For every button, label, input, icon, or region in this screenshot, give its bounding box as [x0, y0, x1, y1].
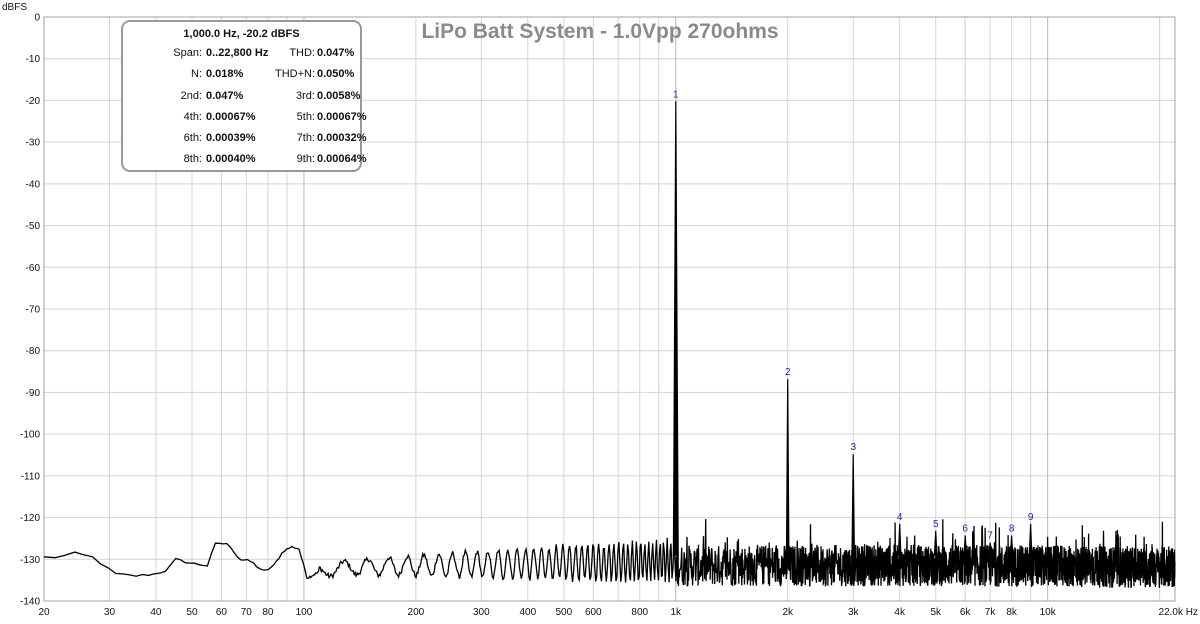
harmonic-label-8: 8	[1009, 524, 1015, 535]
x-tick-label: 200	[408, 607, 425, 618]
stats-label: 9th:	[296, 153, 315, 165]
stats-row: Span: 0..22,800 Hz THD: 0.047%	[123, 47, 360, 63]
x-tick-label: 3k	[848, 607, 860, 618]
y-tick-label: -70	[26, 305, 41, 316]
stats-value: 0.00064%	[317, 153, 367, 165]
harmonic-label-1: 1	[673, 89, 679, 100]
harmonic-peak-8	[1009, 535, 1014, 557]
x-tick-label: 8k	[1006, 607, 1018, 618]
harmonic-peak-4	[897, 523, 902, 556]
x-tick-label: 600	[585, 607, 602, 618]
x-tick-label: 10k	[1040, 607, 1057, 618]
stats-label: N:	[191, 68, 202, 80]
stats-value: 0.00067%	[317, 111, 367, 123]
harmonic-labels: 1 2 3 4 5 6 7 8 9	[673, 89, 1034, 541]
x-tick-label: 80	[262, 607, 274, 618]
harmonic-label-6: 6	[962, 524, 968, 535]
y-tick-label: -60	[26, 263, 41, 274]
stats-label: THD:	[289, 47, 315, 59]
x-tick-label: 300	[473, 607, 490, 618]
stats-label: 2nd:	[180, 90, 202, 102]
x-tick-label: 1k	[671, 607, 683, 618]
y-tick-label: -140	[20, 597, 40, 608]
stats-value: 0.050%	[317, 68, 355, 80]
x-tick-label: 500	[556, 607, 573, 618]
harmonic-label-7: 7	[987, 531, 993, 542]
x-tick-label: 22.0k Hz	[1159, 607, 1198, 618]
chart-title: LiPo Batt System - 1.0Vpp 270ohms	[421, 20, 778, 43]
y-tick-label: -100	[20, 430, 40, 441]
harmonic-peak-1	[672, 101, 679, 556]
x-tick-label: 70	[241, 607, 253, 618]
y-axis-ticks: 0 -10 -20 -30 -40 -50 -60 -70 -80 -90 -100 -110 -120…	[20, 13, 40, 608]
stats-label: 7th:	[296, 132, 315, 144]
y-tick-label: -90	[26, 388, 41, 399]
stats-label: Span:	[173, 47, 202, 59]
x-tick-label: 7k	[985, 607, 997, 618]
stats-value: 0.018%	[206, 68, 244, 80]
y-tick-label: -20	[26, 96, 41, 107]
y-tick-label: -50	[26, 221, 41, 232]
stats-value: 0.00039%	[206, 132, 256, 144]
stats-row: 4th: 0.00067% 5th: 0.00067%	[123, 111, 367, 127]
x-tick-label: 50	[186, 607, 198, 618]
x-tick-label: 60	[216, 607, 228, 618]
x-tick-label: 2k	[782, 607, 794, 618]
harmonic-label-2: 2	[785, 367, 791, 378]
x-tick-label: 4k	[894, 607, 906, 618]
harmonic-peak-6	[963, 535, 968, 556]
stats-label: 5th:	[296, 111, 315, 123]
stats-row: 2nd: 0.047% 3rd: 0.0058%	[123, 90, 361, 106]
x-tick-label: 100	[296, 607, 313, 618]
stats-label: 6th:	[183, 132, 202, 144]
harmonic-peak-7	[988, 542, 992, 556]
stats-row: 6th: 0.00039% 7th: 0.00032%	[123, 132, 367, 148]
y-tick-label: 0	[34, 13, 40, 24]
harmonic-peak-9	[1028, 523, 1033, 557]
stats-label: THD+N:	[274, 68, 315, 80]
harmonic-label-5: 5	[933, 519, 939, 530]
stats-value: 0.047%	[206, 90, 244, 102]
stats-label: 3rd:	[296, 90, 315, 102]
y-tick-label: -80	[26, 346, 41, 357]
y-tick-label: -120	[20, 513, 40, 524]
stats-value: 0.00032%	[317, 132, 367, 144]
harmonic-peak-5	[933, 530, 938, 556]
y-axis-unit-label: dBFS	[2, 2, 27, 13]
stats-label: 8th:	[183, 153, 202, 165]
harmonic-label-3: 3	[850, 442, 856, 453]
harmonic-label-4: 4	[897, 512, 903, 523]
harmonic-peak-3	[851, 454, 856, 556]
stats-value: 0.00067%	[206, 111, 256, 123]
harmonic-peaks	[672, 101, 1033, 557]
stats-label: 4th:	[183, 111, 202, 123]
plot-frame	[43, 16, 1176, 602]
x-tick-label: 400	[519, 607, 536, 618]
x-axis-ticks: 20 30 40 50 60 70 80 100 200 300 400 500 600 800 1k 2k 3…	[38, 607, 1198, 618]
y-tick-label: -40	[26, 179, 41, 190]
stats-row: 8th: 0.00040% 9th: 0.00064%	[123, 153, 367, 169]
harmonic-peak-2	[785, 379, 790, 556]
x-tick-label: 6k	[960, 607, 972, 618]
spectrum-trace	[43, 519, 1176, 588]
y-tick-label: -30	[26, 138, 41, 149]
stats-row: N: 0.018% THD+N: 0.050%	[123, 68, 360, 84]
stats-value: 0.047%	[317, 47, 355, 59]
x-tick-label: 40	[150, 607, 162, 618]
x-tick-label: 5k	[930, 607, 942, 618]
stats-value: 0..22,800 Hz	[206, 47, 269, 59]
x-tick-label: 20	[38, 607, 50, 618]
y-tick-label: -110	[21, 471, 41, 482]
stats-header: 1,000.0 Hz, -20.2 dBFS	[183, 28, 300, 40]
thd-stats-panel: 1,000.0 Hz, -20.2 dBFS Span: 0..22,800 H…	[121, 20, 367, 172]
harmonic-label-9: 9	[1028, 512, 1034, 523]
y-tick-label: -130	[20, 555, 40, 566]
stats-value: 0.00040%	[206, 153, 256, 165]
x-tick-label: 800	[631, 607, 648, 618]
y-tick-label: -10	[26, 54, 41, 65]
stats-value: 0.0058%	[317, 90, 361, 102]
x-tick-label: 30	[104, 607, 116, 618]
